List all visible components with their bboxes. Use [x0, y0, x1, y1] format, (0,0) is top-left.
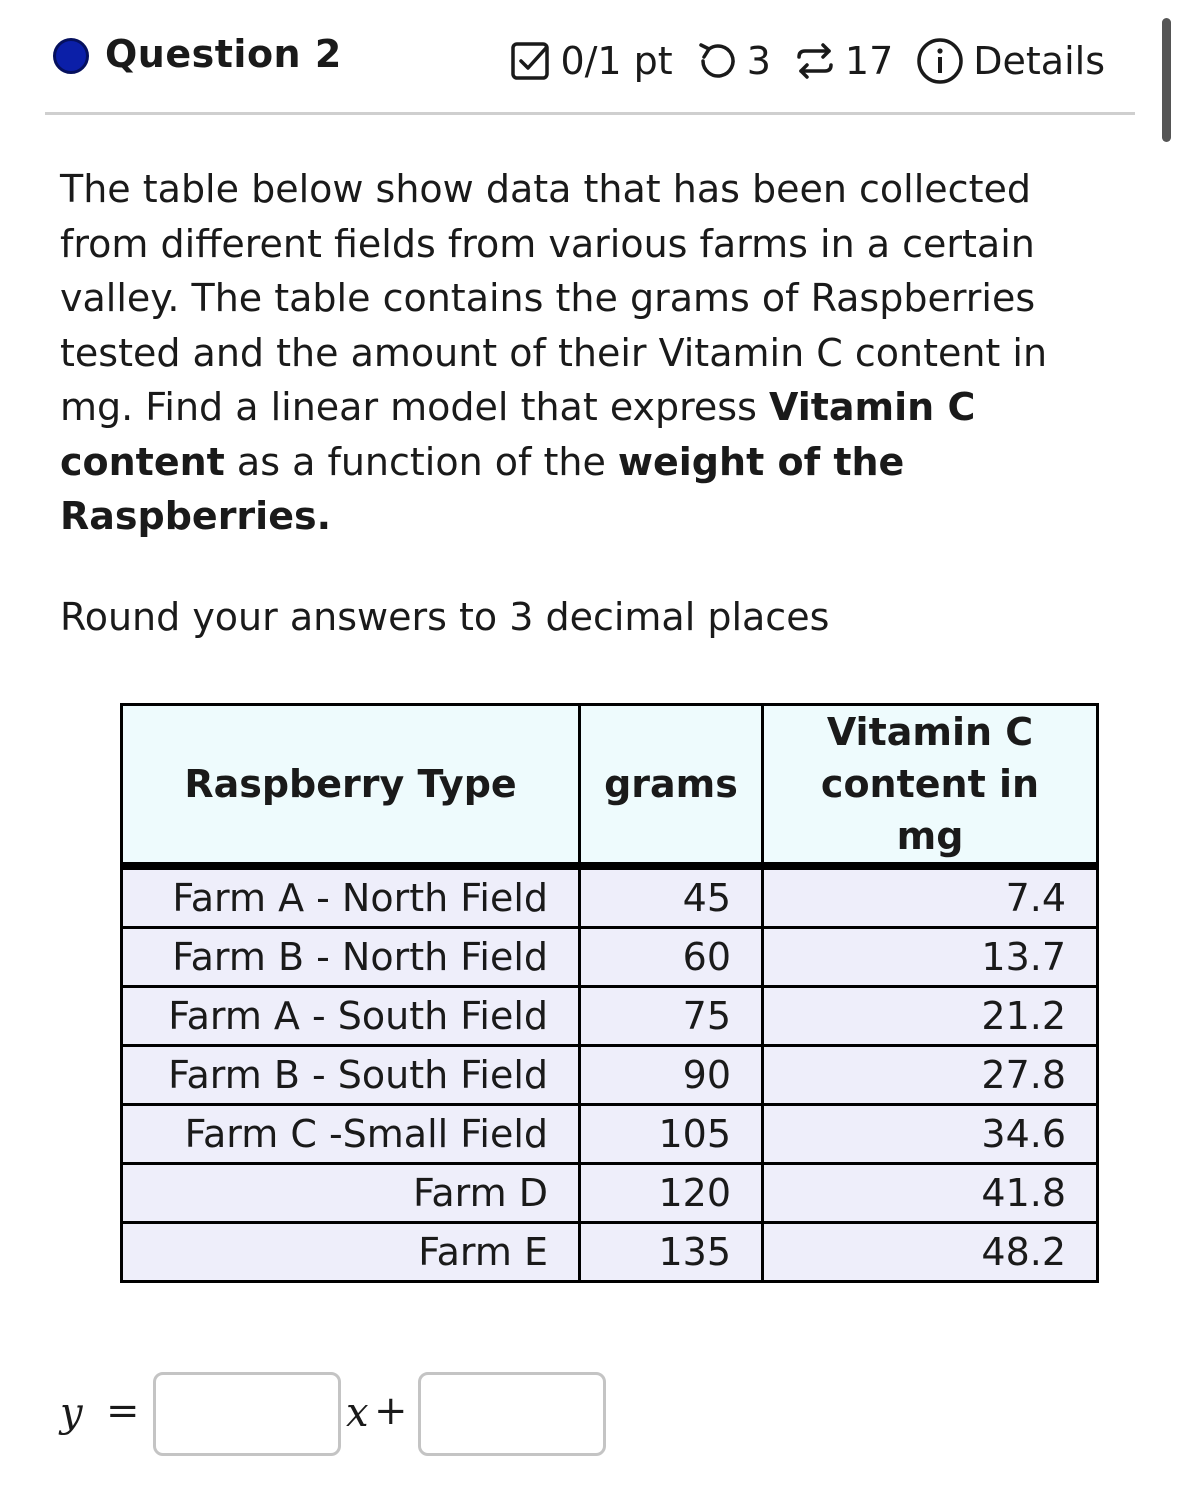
- points-text: 0/1 pt: [560, 39, 673, 83]
- cell-grams: 120: [578, 1162, 764, 1224]
- y-variable: y: [60, 1390, 83, 1436]
- question-header: Question 2 0/1 pt 3 17: [45, 22, 1135, 115]
- table-row: Farm B - North Field 60 13.7: [120, 926, 1099, 988]
- cell-type: Farm A - South Field: [120, 985, 581, 1047]
- table-header-row: Raspberry Type grams Vitamin C content i…: [120, 703, 1099, 870]
- cell-type: Farm D: [120, 1162, 581, 1224]
- cell-vitamin-c: 21.2: [761, 985, 1099, 1047]
- cell-type: Farm E: [120, 1221, 581, 1283]
- prompt-text-2: as a function of the: [224, 439, 618, 484]
- intercept-input[interactable]: [418, 1372, 606, 1456]
- cell-type: Farm B - South Field: [120, 1044, 581, 1106]
- table-row: Farm E 135 48.2: [120, 1221, 1099, 1283]
- slope-input[interactable]: [153, 1372, 341, 1456]
- table-row: Farm A - South Field 75 21.2: [120, 985, 1099, 1047]
- cell-vitamin-c: 41.8: [761, 1162, 1099, 1224]
- header-raspberry-type: Raspberry Type: [120, 703, 581, 870]
- cell-grams: 60: [578, 926, 764, 988]
- data-table: Raspberry Type grams Vitamin C content i…: [120, 703, 1099, 1283]
- cell-grams: 90: [578, 1044, 764, 1106]
- header-vitamin-c: Vitamin C content in mg: [761, 703, 1099, 870]
- info-icon[interactable]: [915, 36, 965, 86]
- cell-type: Farm A - North Field: [120, 864, 581, 929]
- scrollbar-thumb[interactable]: [1162, 18, 1171, 142]
- cell-grams: 105: [578, 1103, 764, 1165]
- prompt-text-1: The table below show data that has been …: [60, 167, 1048, 429]
- cell-type: Farm B - North Field: [120, 926, 581, 988]
- cell-vitamin-c: 7.4: [761, 864, 1099, 929]
- prompt-bold-2: weight of the Raspberries.: [60, 439, 905, 539]
- cell-vitamin-c: 13.7: [761, 926, 1099, 988]
- attempts-count: 3: [746, 39, 771, 83]
- status-dot-icon: [53, 38, 89, 74]
- versions-icon: [793, 39, 837, 83]
- cell-grams: 75: [578, 985, 764, 1047]
- versions-count: 17: [844, 39, 894, 83]
- prompt-bold-1: Vitamin C content: [60, 385, 976, 484]
- question-title: Question 2: [105, 32, 342, 76]
- cell-vitamin-c: 27.8: [761, 1044, 1099, 1106]
- x-variable: x: [346, 1390, 369, 1436]
- cell-type: Farm C -Small Field: [120, 1103, 581, 1165]
- rounding-instruction: Round your answers to 3 decimal places: [60, 595, 830, 639]
- table-row: Farm C -Small Field 105 34.6: [120, 1103, 1099, 1165]
- header-grams: grams: [578, 703, 764, 870]
- plus-sign: +: [374, 1388, 408, 1434]
- equals-sign: =: [106, 1388, 140, 1434]
- question-prompt: The table below show data that has been …: [60, 162, 1100, 544]
- checkbox-icon: [508, 39, 552, 83]
- cell-grams: 45: [578, 864, 764, 929]
- details-link[interactable]: Details: [973, 39, 1105, 83]
- cell-grams: 135: [578, 1221, 764, 1283]
- table-row: Farm D 120 41.8: [120, 1162, 1099, 1224]
- table-row: Farm B - South Field 90 27.8: [120, 1044, 1099, 1106]
- table-row: Farm A - North Field 45 7.4: [120, 864, 1099, 929]
- cell-vitamin-c: 48.2: [761, 1221, 1099, 1283]
- answer-equation: y = x +: [60, 1370, 660, 1462]
- cell-vitamin-c: 34.6: [761, 1103, 1099, 1165]
- retry-icon: [695, 39, 739, 83]
- question-meta: 0/1 pt 3 17 Details: [508, 36, 1105, 86]
